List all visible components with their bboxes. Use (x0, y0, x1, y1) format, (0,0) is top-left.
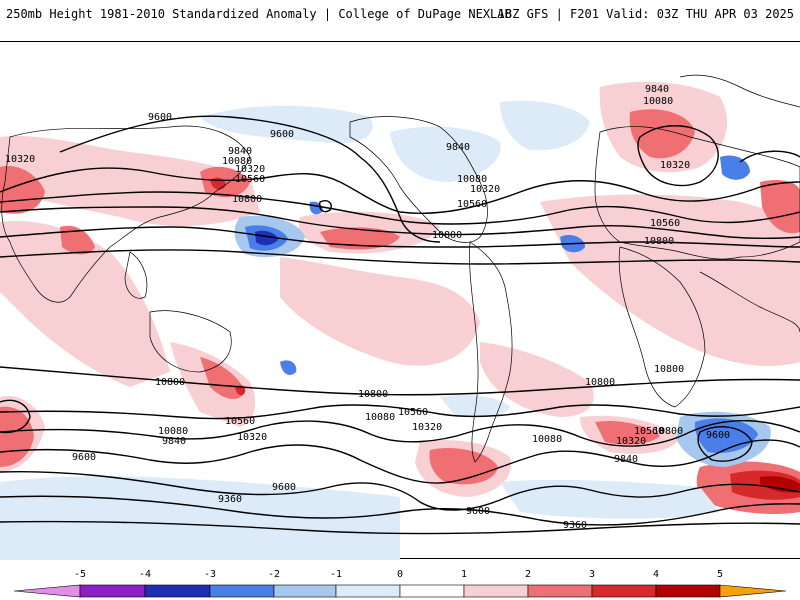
contour-label: 10560 (634, 426, 664, 437)
contour-label: 9600 (272, 482, 296, 493)
contour-label: 10080 (457, 174, 487, 185)
anomaly-map: 9600 9600 9840 10080 10320 10320 10560 1… (0, 74, 800, 560)
height-contours (0, 115, 800, 535)
contour-label: 9840 (446, 142, 470, 153)
positive-anomaly-shading (0, 81, 800, 514)
contour-label: 10320 (470, 184, 500, 195)
colorbar-strip (13, 584, 787, 598)
contour-label: 10800 (653, 426, 683, 437)
coastlines (1, 74, 800, 463)
contour-label: 10800 (155, 377, 185, 388)
contour-label: 9840 (162, 436, 186, 447)
contour-label: 10560 (650, 218, 680, 229)
contour-label: 9600 (148, 112, 172, 123)
map-panel: 9600 9600 9840 10080 10320 10320 10560 1… (0, 41, 800, 560)
colorbar-tick-label: 4 (652, 569, 660, 580)
contour-label: 10560 (398, 407, 428, 418)
contour-labels: 9600 9600 9840 10080 10320 10320 10560 1… (5, 84, 730, 531)
contour-label: 10800 (358, 389, 388, 400)
contour-label: 10320 (235, 164, 265, 175)
colorbar-tick-label: -3 (203, 569, 217, 580)
colorbar-tick-label: 5 (716, 569, 724, 580)
contour-label: 9360 (218, 494, 242, 505)
contour-label: 10080 (643, 96, 673, 107)
contour-label: 10080 (532, 434, 562, 445)
colorbar-tick-label: 1 (460, 569, 468, 580)
contour-label: 9840 (228, 146, 252, 157)
colorbar-tick-label: 0 (396, 569, 404, 580)
contour-label: 9840 (614, 454, 638, 465)
contour-label: 10560 (457, 199, 487, 210)
model-run-info: 18Z GFS | F201 Valid: 03Z THU APR 03 202… (497, 7, 794, 21)
header-bar: 250mb Height 1981-2010 Standardized Anom… (0, 0, 800, 30)
contour-label: 10320 (5, 154, 35, 165)
contour-label: 10080 (365, 412, 395, 423)
contour-label: 9600 (466, 506, 490, 517)
contour-label: 9360 (563, 520, 587, 531)
contour-label: 10800 (232, 194, 262, 205)
contour-label: 9840 (645, 84, 669, 95)
colorbar-tick-label: 3 (588, 569, 596, 580)
contour-label: 10080 (158, 426, 188, 437)
contour-label: 9600 (72, 452, 96, 463)
contour-label: 10320 (660, 160, 690, 171)
colorbar-tick-label: -5 (73, 569, 87, 580)
colorbar-tick-label: -1 (329, 569, 343, 580)
contour-label: 10320 (237, 432, 267, 443)
contour-label: 9600 (706, 430, 730, 441)
contour-label: 10320 (616, 436, 646, 447)
contour-label: 10560 (225, 416, 255, 427)
contour-label: 10320 (412, 422, 442, 433)
contour-label: 10560 (235, 174, 265, 185)
colorbar-tick-label: -2 (267, 569, 281, 580)
contour-label: 9600 (270, 129, 294, 140)
map-title: 250mb Height 1981-2010 Standardized Anom… (6, 7, 512, 21)
contour-label: 10800 (654, 364, 684, 375)
colorbar-tick-label: -4 (138, 569, 152, 580)
colorbar-tick-label: 2 (524, 569, 532, 580)
colorbar: -5 -4 -3 -2 -1 0 1 2 3 4 5 (0, 569, 800, 600)
contour-label: 10800 (432, 230, 462, 241)
contour-label: 10800 (644, 236, 674, 247)
contour-label: 10080 (222, 156, 252, 167)
contour-label: 10800 (585, 377, 615, 388)
